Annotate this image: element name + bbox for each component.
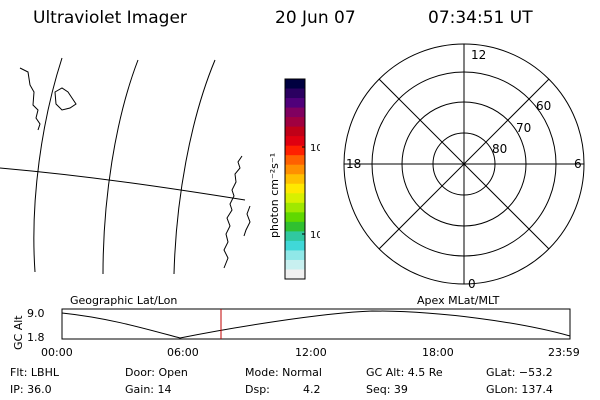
geographic-map-panel — [0, 57, 251, 275]
altitude-timeline: GC Alt 9.0 1.8 — [12, 307, 571, 350]
instrument-title: Ultraviolet Imager — [33, 8, 187, 28]
timeline-frame — [61, 308, 571, 340]
colorbar-cell — [285, 174, 305, 185]
coastline — [54, 87, 77, 111]
coastline — [243, 205, 251, 237]
gc-alt-label: GC Alt: 4.5 Re — [366, 366, 443, 379]
filter-label: Flt: LBHL — [10, 366, 59, 379]
colorbar-cell — [285, 202, 305, 213]
coastline — [223, 155, 243, 269]
colorbar-gradient — [285, 79, 305, 280]
colorbar-cell — [285, 117, 305, 128]
longitude-line — [102, 59, 139, 275]
time-tick-label: 18:00 — [422, 346, 454, 359]
time-tick-label: 06:00 — [167, 346, 199, 359]
glon-label: GLon: 137.4 — [486, 383, 553, 396]
altitude-tick-label: 9.0 — [27, 307, 45, 320]
glat-label: GLat: −53.2 — [486, 366, 553, 379]
polar-diagonal — [378, 78, 550, 250]
mlt-label-0: 0 — [468, 277, 476, 291]
colorbar-cell — [285, 136, 305, 147]
colorbar-frame — [284, 78, 306, 280]
colorbar-cell — [285, 259, 305, 270]
colorbar-cell — [285, 240, 305, 251]
colorbar-cell — [285, 250, 305, 261]
mlt-label-18: 18 — [346, 157, 361, 171]
altitude-axis-title: GC Alt — [12, 315, 25, 350]
colorbar-cell — [285, 164, 305, 175]
mlat-label-60: 60 — [536, 99, 551, 113]
colorbar-cell — [285, 183, 305, 194]
colorbar-cell — [285, 193, 305, 204]
colorbar-cell — [285, 145, 305, 156]
time-label: 07:34:51 UT — [428, 8, 533, 28]
colorbar-cell — [285, 88, 305, 99]
colorbar-cell — [285, 269, 305, 280]
colorbar-cell — [285, 221, 305, 232]
colorbar-cell — [285, 212, 305, 223]
mlt-label-6: 6 — [574, 157, 582, 171]
longitude-line — [173, 59, 216, 275]
altitude-curve — [61, 310, 571, 339]
time-tick-label: 23:59 — [548, 346, 580, 359]
altitude-tick-label: 1.8 — [27, 331, 45, 344]
colorbar-cell — [285, 231, 305, 242]
colorbar-cell — [285, 98, 305, 109]
mlat-label-80: 80 — [492, 142, 507, 156]
coastline — [19, 67, 41, 131]
mode-label: Mode: Normal — [245, 366, 322, 379]
mlat-label-70: 70 — [516, 121, 531, 135]
polar-plot: 12 0 18 6 60 70 80 — [343, 43, 585, 291]
latitude-line — [0, 167, 246, 201]
colorbar-cell — [285, 107, 305, 118]
colorbar: 100 10 photon cm⁻²s⁻¹ — [268, 78, 320, 280]
mlt-label-12: 12 — [471, 48, 486, 62]
ip-label: IP: 36.0 — [10, 383, 52, 396]
longitude-line — [33, 57, 63, 273]
colorbar-cell — [285, 155, 305, 166]
seq-label: Seq: 39 — [366, 383, 408, 396]
colorbar-tick-label: 100 — [310, 143, 320, 154]
dsp-label: Dsp: — [245, 383, 270, 396]
colorbar-cell — [285, 79, 305, 90]
time-tick-label: 00:00 — [41, 346, 73, 359]
gain-label: Gain: 14 — [125, 383, 172, 396]
colorbar-axis-label: photon cm⁻²s⁻¹ — [268, 153, 281, 238]
geographic-label: Geographic Lat/Lon — [70, 294, 178, 307]
colorbar-tick-label: 10 — [310, 230, 320, 241]
date-label: 20 Jun 07 — [275, 8, 356, 28]
apex-label: Apex MLat/MLT — [417, 294, 500, 307]
dsp-value: 4.2 — [303, 383, 321, 396]
door-label: Door: Open — [125, 366, 188, 379]
colorbar-cell — [285, 126, 305, 137]
time-tick-label: 12:00 — [295, 346, 327, 359]
